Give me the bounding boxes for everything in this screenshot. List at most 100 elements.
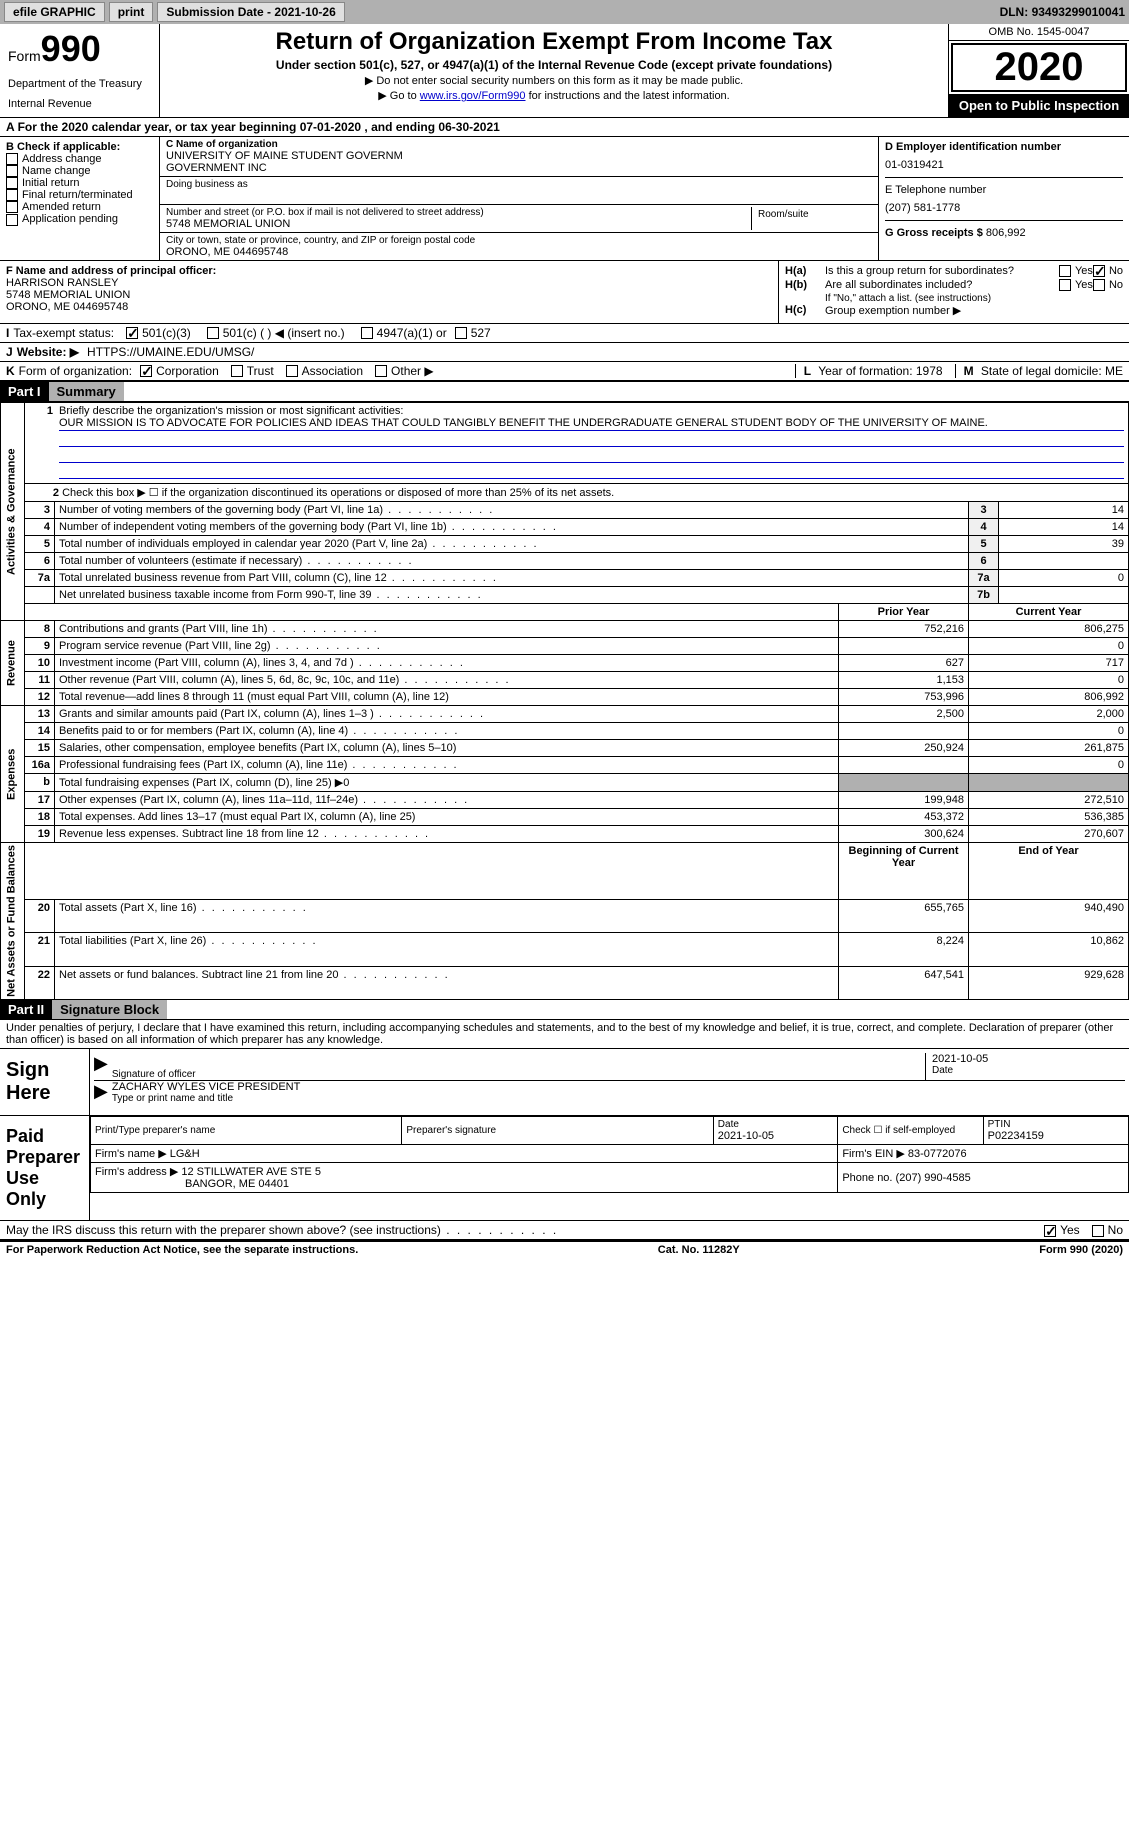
row-text: Total fundraising expenses (Part IX, col… — [59, 777, 349, 789]
check-501c[interactable] — [207, 327, 219, 339]
row-text: Benefits paid to or for members (Part IX… — [59, 725, 459, 737]
sig-officer-label: Signature of officer — [112, 1069, 925, 1080]
row-num: 19 — [25, 826, 55, 843]
check-4947[interactable] — [361, 327, 373, 339]
row-text: Contributions and grants (Part VIII, lin… — [59, 623, 379, 635]
i-label: I — [6, 326, 9, 340]
h-a: H(a) Is this a group return for subordin… — [785, 265, 1123, 277]
section-bcd: B Check if applicable: Address change Na… — [0, 137, 1129, 261]
yes-label: Yes — [1060, 1223, 1080, 1237]
current-value: 0 — [969, 638, 1129, 655]
address-value: 5748 MEMORIAL UNION — [166, 218, 751, 230]
check-label: Application pending — [22, 213, 118, 225]
gov-row-6: 6 Total number of volunteers (estimate i… — [1, 553, 1129, 570]
rev-row-10: 10 Investment income (Part VIII, column … — [1, 655, 1129, 672]
prior-value: 2,500 — [839, 706, 969, 723]
4947-label: 4947(a)(1) or — [377, 326, 447, 340]
yes-label: Yes — [1075, 279, 1093, 291]
section-fh: F Name and address of principal officer:… — [0, 261, 1129, 324]
row-value: 0 — [999, 570, 1129, 587]
check-final-return[interactable]: Final return/terminated — [6, 189, 153, 201]
print-button[interactable]: print — [109, 2, 154, 22]
prep-date: 2021-10-05 — [718, 1130, 834, 1142]
prior-value: 752,216 — [839, 621, 969, 638]
col-b-header: B Check if applicable: — [6, 141, 153, 153]
h-b: H(b) Are all subordinates included? Yes … — [785, 279, 1123, 291]
row-num: 21 — [25, 933, 55, 966]
line-a-mid: , and ending — [361, 120, 438, 134]
sign-here-label: Sign Here — [0, 1049, 90, 1115]
title-box: Return of Organization Exempt From Incom… — [160, 24, 949, 117]
governance-label: Activities & Governance — [1, 403, 25, 621]
yes-label: Yes — [1075, 265, 1093, 277]
check-initial-return[interactable]: Initial return — [6, 177, 153, 189]
address-cell: Number and street (or P.O. box if mail i… — [160, 205, 878, 233]
org-name-label: C Name of organization — [166, 139, 872, 150]
name-label: Type or print name and title — [112, 1093, 1125, 1104]
dln-value: 93493299010041 — [1032, 5, 1125, 19]
efile-button[interactable]: efile GRAPHIC — [4, 2, 105, 22]
check-other[interactable] — [375, 365, 387, 377]
check-527[interactable] — [455, 327, 467, 339]
net-row-22: 22 Net assets or fund balances. Subtract… — [1, 966, 1129, 999]
ha-no[interactable]: No — [1093, 265, 1123, 277]
current-value: 272,510 — [969, 792, 1129, 809]
col-c: C Name of organization UNIVERSITY OF MAI… — [160, 137, 879, 260]
self-employed-check[interactable]: Check ☐ if self-employed — [838, 1117, 983, 1145]
mission-row: Activities & Governance 1 Briefly descri… — [1, 403, 1129, 484]
row-num: 5 — [25, 536, 55, 553]
row-num: 8 — [25, 621, 55, 638]
discuss-no[interactable]: No — [1092, 1223, 1123, 1237]
exp-row-15: 15 Salaries, other compensation, employe… — [1, 740, 1129, 757]
check-application-pending[interactable]: Application pending — [6, 213, 153, 225]
website-url: HTTPS://UMAINE.EDU/UMSG/ — [87, 345, 254, 359]
check-501c3[interactable] — [126, 327, 138, 339]
check-trust[interactable] — [231, 365, 243, 377]
check-name-change[interactable]: Name change — [6, 165, 153, 177]
row-box: 7b — [969, 587, 999, 604]
row-text: Revenue less expenses. Subtract line 18 … — [59, 828, 430, 840]
row-num: b — [25, 774, 55, 792]
officer-addr2: ORONO, ME 044695748 — [6, 301, 772, 313]
check-label: Final return/terminated — [22, 189, 133, 201]
527-label: 527 — [471, 326, 491, 340]
irs-link[interactable]: www.irs.gov/Form990 — [420, 90, 526, 102]
no-label: No — [1109, 265, 1123, 277]
hb-yes[interactable]: Yes — [1059, 279, 1093, 291]
hb-no[interactable]: No — [1093, 279, 1123, 291]
check-corp[interactable] — [140, 365, 152, 377]
ha-yes[interactable]: Yes — [1059, 265, 1093, 277]
row-text: Net assets or fund balances. Subtract li… — [59, 969, 450, 981]
part-1-header: Part ISummary — [0, 382, 1129, 402]
check-amended-return[interactable]: Amended return — [6, 201, 153, 213]
tax-begin: 07-01-2020 — [300, 120, 361, 134]
ha-text: Is this a group return for subordinates? — [825, 265, 1059, 277]
exp-row-18: 18 Total expenses. Add lines 13–17 (must… — [1, 809, 1129, 826]
gov-row-7a: 7a Total unrelated business revenue from… — [1, 570, 1129, 587]
officer-label: F Name and address of principal officer: — [6, 265, 772, 277]
j-text: Website: ▶ — [17, 345, 79, 359]
501c3-label: 501(c)(3) — [142, 326, 191, 340]
line-j: J Website: ▶ HTTPS://UMAINE.EDU/UMSG/ — [0, 343, 1129, 362]
line-a: A For the 2020 calendar year, or tax yea… — [0, 118, 1129, 137]
l-label: L — [804, 364, 811, 378]
row-text: Program service revenue (Part VIII, line… — [59, 640, 382, 652]
dept-treasury: Department of the Treasury — [8, 78, 151, 90]
row-text: Net unrelated business taxable income fr… — [59, 589, 483, 601]
preparer-section: Paid Preparer Use Only Print/Type prepar… — [0, 1116, 1129, 1221]
row-box: 4 — [969, 519, 999, 536]
exp-row-17: 17 Other expenses (Part IX, column (A), … — [1, 792, 1129, 809]
row-num: 3 — [25, 502, 55, 519]
netassets-label: Net Assets or Fund Balances — [1, 843, 25, 1000]
hb-note: If "No," attach a list. (see instruction… — [785, 293, 1123, 304]
row-box: 5 — [969, 536, 999, 553]
check-assoc[interactable] — [286, 365, 298, 377]
check-address-change[interactable]: Address change — [6, 153, 153, 165]
discuss-yes[interactable]: Yes — [1044, 1223, 1080, 1237]
row-text: Total unrelated business revenue from Pa… — [59, 572, 498, 584]
preparer-table: Print/Type preparer's name Preparer's si… — [90, 1116, 1129, 1193]
row-text: Grants and similar amounts paid (Part IX… — [59, 708, 485, 720]
part-1-label: Part I — [0, 382, 49, 401]
no-label: No — [1108, 1223, 1123, 1237]
form-header: Form990 Department of the Treasury Inter… — [0, 24, 1129, 118]
